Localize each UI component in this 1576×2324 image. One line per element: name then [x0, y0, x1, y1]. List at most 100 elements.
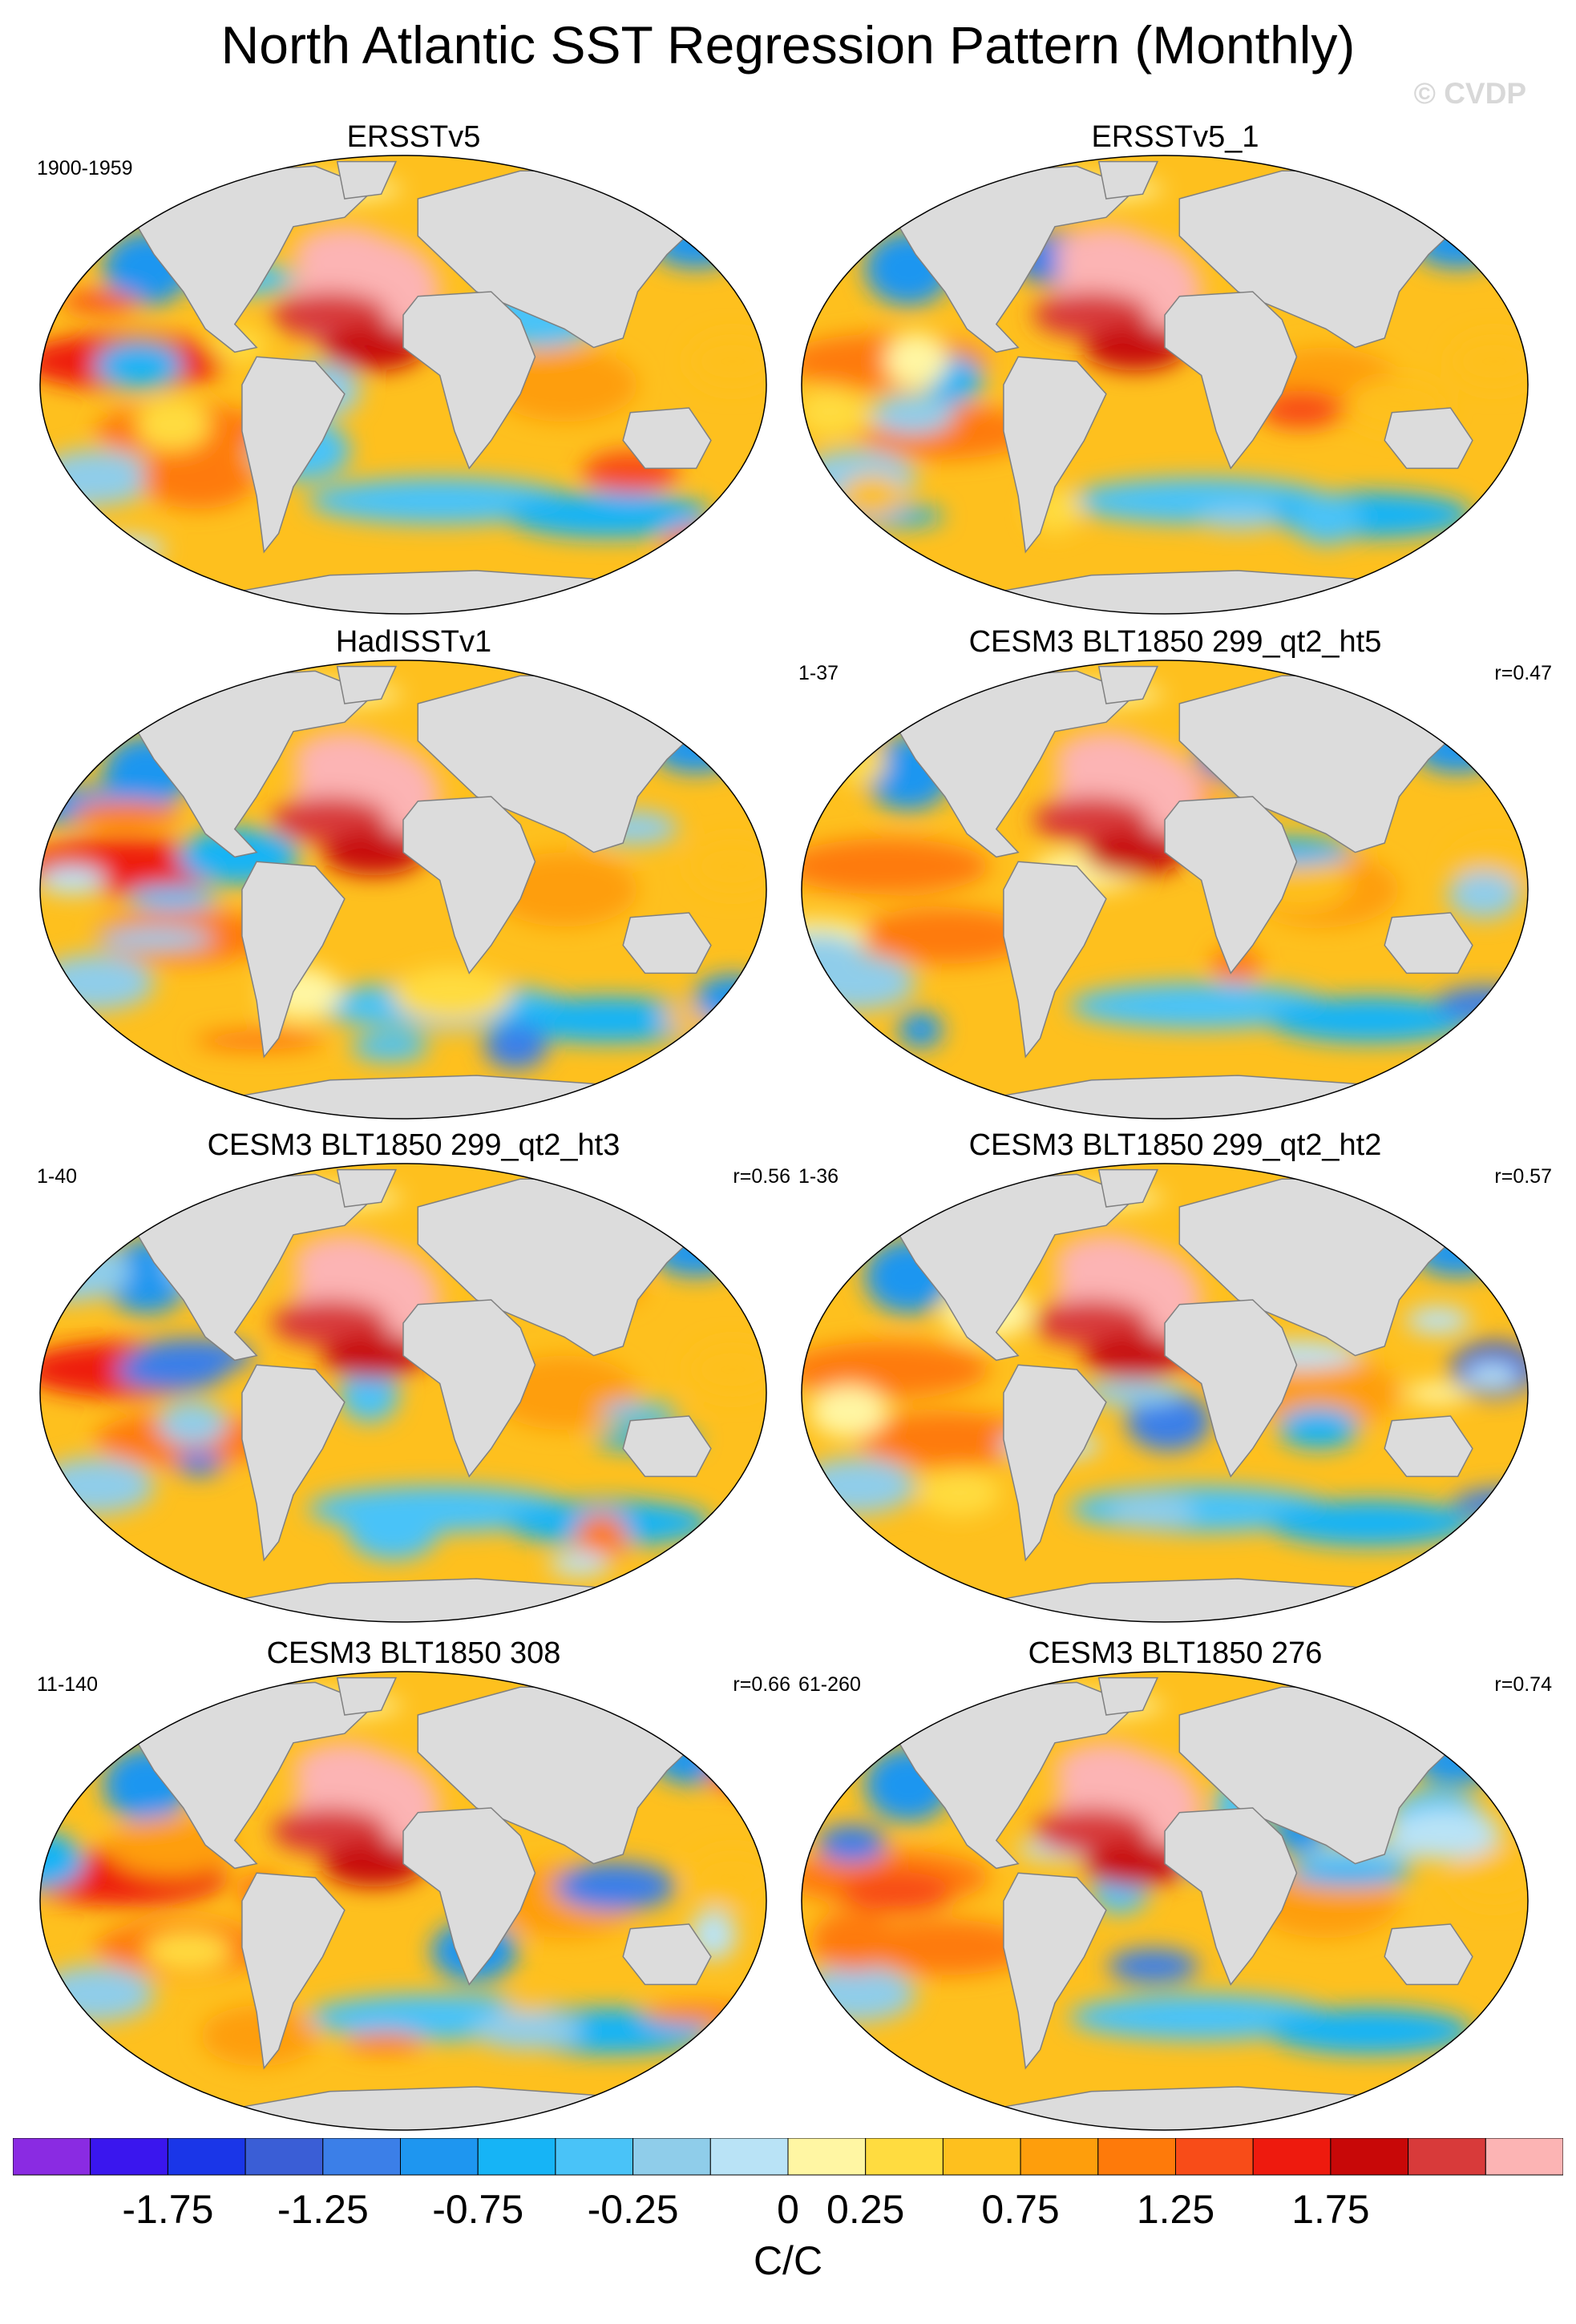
land-namerica — [892, 1681, 1137, 1870]
sst-regression-map — [801, 155, 1529, 615]
panel-title: CESM3 BLT1850 276 — [1028, 1636, 1323, 1670]
panel-pattern-correlation: r=0.66 — [733, 1673, 790, 1696]
land-australia — [1384, 912, 1473, 974]
panel-period: 1-37 — [798, 662, 839, 684]
land-greenland — [336, 1168, 398, 1208]
panel-title: CESM3 BLT1850 299_qt2_ht3 — [207, 1128, 620, 1162]
panel-title: ERSSTv5 — [346, 120, 481, 154]
panel-pattern-correlation: r=0.74 — [1494, 1673, 1552, 1696]
land-australia — [1384, 407, 1473, 470]
map-outline — [801, 660, 1529, 1120]
sst-regression-map — [801, 660, 1529, 1120]
colorbar-tick-label: 0 — [777, 2187, 799, 2232]
cvdp-watermark: © CVDP — [1413, 77, 1526, 110]
land-africa — [1164, 291, 1298, 470]
panel-title: HadISSTv1 — [335, 625, 492, 659]
map-outline — [39, 1163, 767, 1623]
land-australia — [1384, 1415, 1473, 1478]
map-panel: CESM3 BLT1850 299_qt2_ht5 1-37 r=0.47 — [798, 625, 1552, 1130]
panel-title: CESM3 BLT1850 299_qt2_ht5 — [968, 625, 1382, 659]
colorbar-box — [1330, 2138, 1409, 2176]
colorbar-labels: -1.75 -1.25 -0.75 -0.25 0 0.25 0.75 1.25 1.75 — [13, 2186, 1563, 2234]
colorbar-box — [477, 2138, 556, 2176]
sst-regression-map — [801, 1671, 1529, 2131]
land-samerica — [1003, 1872, 1107, 2070]
colorbar-box — [244, 2138, 324, 2176]
map-panel: ERSSTv5 1900-1959 — [37, 120, 790, 625]
colorbar-box — [1175, 2138, 1254, 2176]
land-greenland — [1097, 1168, 1159, 1208]
colorbar-box — [167, 2138, 246, 2176]
colorbar-box — [1097, 2138, 1177, 2176]
sst-regression-map — [39, 660, 767, 1120]
colorbar-tick-label: -1.75 — [122, 2187, 214, 2232]
land-namerica — [892, 1173, 1137, 1362]
colorbar-tick-label: -0.75 — [432, 2187, 524, 2232]
sst-regression-map — [801, 1163, 1529, 1623]
map-panel: CESM3 BLT1850 308 11-140 r=0.66 — [37, 1636, 790, 2141]
map-panel: CESM3 BLT1850 299_qt2_ht2 1-36 r=0.57 — [798, 1128, 1552, 1633]
colorbar-box — [1408, 2138, 1486, 2176]
land-africa — [402, 1807, 536, 1986]
colorbar-box — [90, 2138, 168, 2176]
land-greenland — [336, 665, 398, 704]
land-greenland — [1097, 1676, 1159, 1716]
sst-regression-map — [39, 155, 767, 615]
map-outline — [801, 1163, 1529, 1623]
map-outline — [801, 155, 1529, 615]
figure-title: North Atlantic SST Regression Pattern (M… — [220, 15, 1356, 75]
land-namerica — [892, 165, 1137, 353]
land-samerica — [241, 861, 346, 1059]
map-outline — [39, 1671, 767, 2131]
panel-title: CESM3 BLT1850 308 — [266, 1636, 561, 1670]
panel-pattern-correlation: r=0.56 — [733, 1165, 790, 1188]
colorbar-tick-label: -1.25 — [277, 2187, 369, 2232]
panel-title: ERSSTv5_1 — [1091, 120, 1259, 154]
colorbar-boxes — [13, 2138, 1563, 2176]
panel-pattern-correlation: r=0.57 — [1494, 1165, 1552, 1188]
land-samerica — [1003, 1364, 1107, 1562]
land-namerica — [131, 1173, 375, 1362]
colorbar-tick-label: 1.25 — [1136, 2187, 1215, 2232]
land-greenland — [1097, 665, 1159, 704]
land-namerica — [131, 1681, 375, 1870]
land-samerica — [241, 1872, 346, 2070]
land-africa — [1164, 1299, 1298, 1478]
panel-period: 1-40 — [37, 1165, 78, 1188]
land-africa — [402, 1299, 536, 1478]
land-australia — [1384, 1923, 1473, 1986]
sst-regression-map — [39, 1671, 767, 2131]
map-outline — [39, 155, 767, 615]
colorbar-tick-label: 0.75 — [981, 2187, 1060, 2232]
map-outline — [39, 660, 767, 1120]
panel-period: 11-140 — [37, 1673, 98, 1696]
land-samerica — [241, 1364, 346, 1562]
colorbar-tick-label: -0.25 — [587, 2187, 679, 2232]
map-outline — [801, 1671, 1529, 2131]
land-samerica — [241, 356, 346, 554]
land-greenland — [336, 1676, 398, 1716]
map-panel: HadISSTv1 — [37, 625, 790, 1130]
colorbar — [13, 2138, 1563, 2177]
colorbar-box — [787, 2138, 867, 2176]
land-africa — [402, 796, 536, 974]
colorbar-units: C/C — [753, 2238, 823, 2283]
colorbar-box — [1252, 2138, 1332, 2176]
colorbar-box — [400, 2138, 479, 2176]
land-namerica — [131, 670, 375, 858]
land-australia — [622, 1415, 712, 1478]
land-australia — [622, 407, 712, 470]
colorbar-tick-label: 0.25 — [826, 2187, 905, 2232]
sst-regression-map — [39, 1163, 767, 1623]
land-namerica — [131, 165, 375, 353]
land-australia — [622, 912, 712, 974]
land-africa — [402, 291, 536, 470]
land-africa — [1164, 1807, 1298, 1986]
map-panel: ERSSTv5_1 — [798, 120, 1552, 625]
colorbar-tick-label: 1.75 — [1291, 2187, 1370, 2232]
colorbar-box — [1485, 2138, 1563, 2176]
colorbar-box — [632, 2138, 711, 2176]
colorbar-box — [555, 2138, 634, 2176]
land-africa — [1164, 796, 1298, 974]
panel-period: 1900-1959 — [37, 157, 133, 180]
